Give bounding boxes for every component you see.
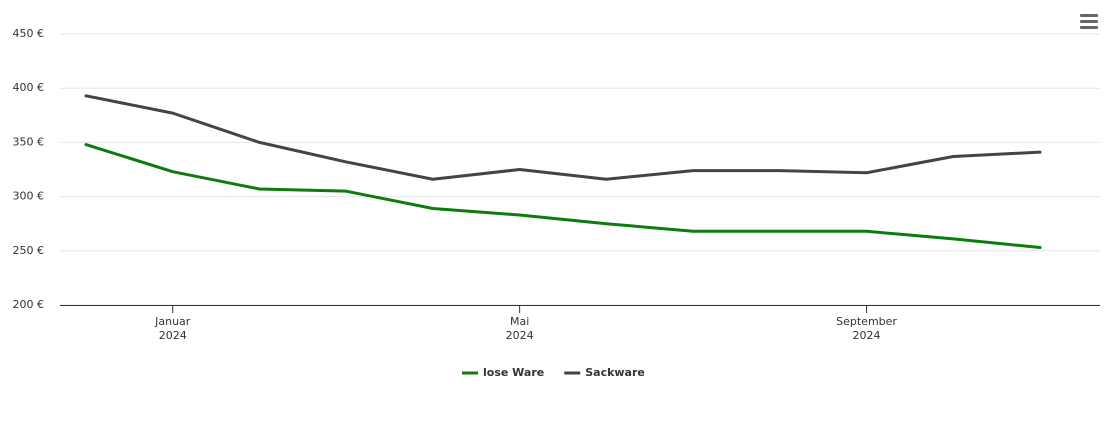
x-tick-label: Januar bbox=[154, 315, 191, 328]
y-tick-label: 400 € bbox=[13, 81, 45, 94]
x-tick-label: September bbox=[836, 315, 897, 328]
series-line bbox=[84, 94, 1042, 181]
legend-label: lose Ware bbox=[483, 366, 544, 379]
x-tick-label: 2024 bbox=[853, 329, 881, 342]
menu-bar bbox=[1080, 26, 1098, 29]
legend-item[interactable]: Sackware bbox=[564, 366, 645, 379]
legend-label: Sackware bbox=[585, 366, 645, 379]
menu-bar bbox=[1080, 14, 1098, 17]
y-tick-label: 350 € bbox=[13, 135, 45, 148]
y-tick-label: 250 € bbox=[13, 244, 45, 257]
x-tick-label: 2024 bbox=[506, 329, 534, 342]
y-tick-label: 200 € bbox=[13, 298, 45, 311]
x-tick-label: Mai bbox=[510, 315, 529, 328]
menu-button[interactable] bbox=[1080, 14, 1098, 29]
legend: lose Ware Sackware bbox=[462, 366, 645, 379]
y-tick-label: 300 € bbox=[13, 190, 45, 203]
x-tick-label: 2024 bbox=[159, 329, 187, 342]
legend-item[interactable]: lose Ware bbox=[462, 366, 544, 379]
menu-bar bbox=[1080, 20, 1098, 23]
series-line bbox=[84, 143, 1042, 250]
y-tick-label: 450 € bbox=[13, 27, 45, 40]
